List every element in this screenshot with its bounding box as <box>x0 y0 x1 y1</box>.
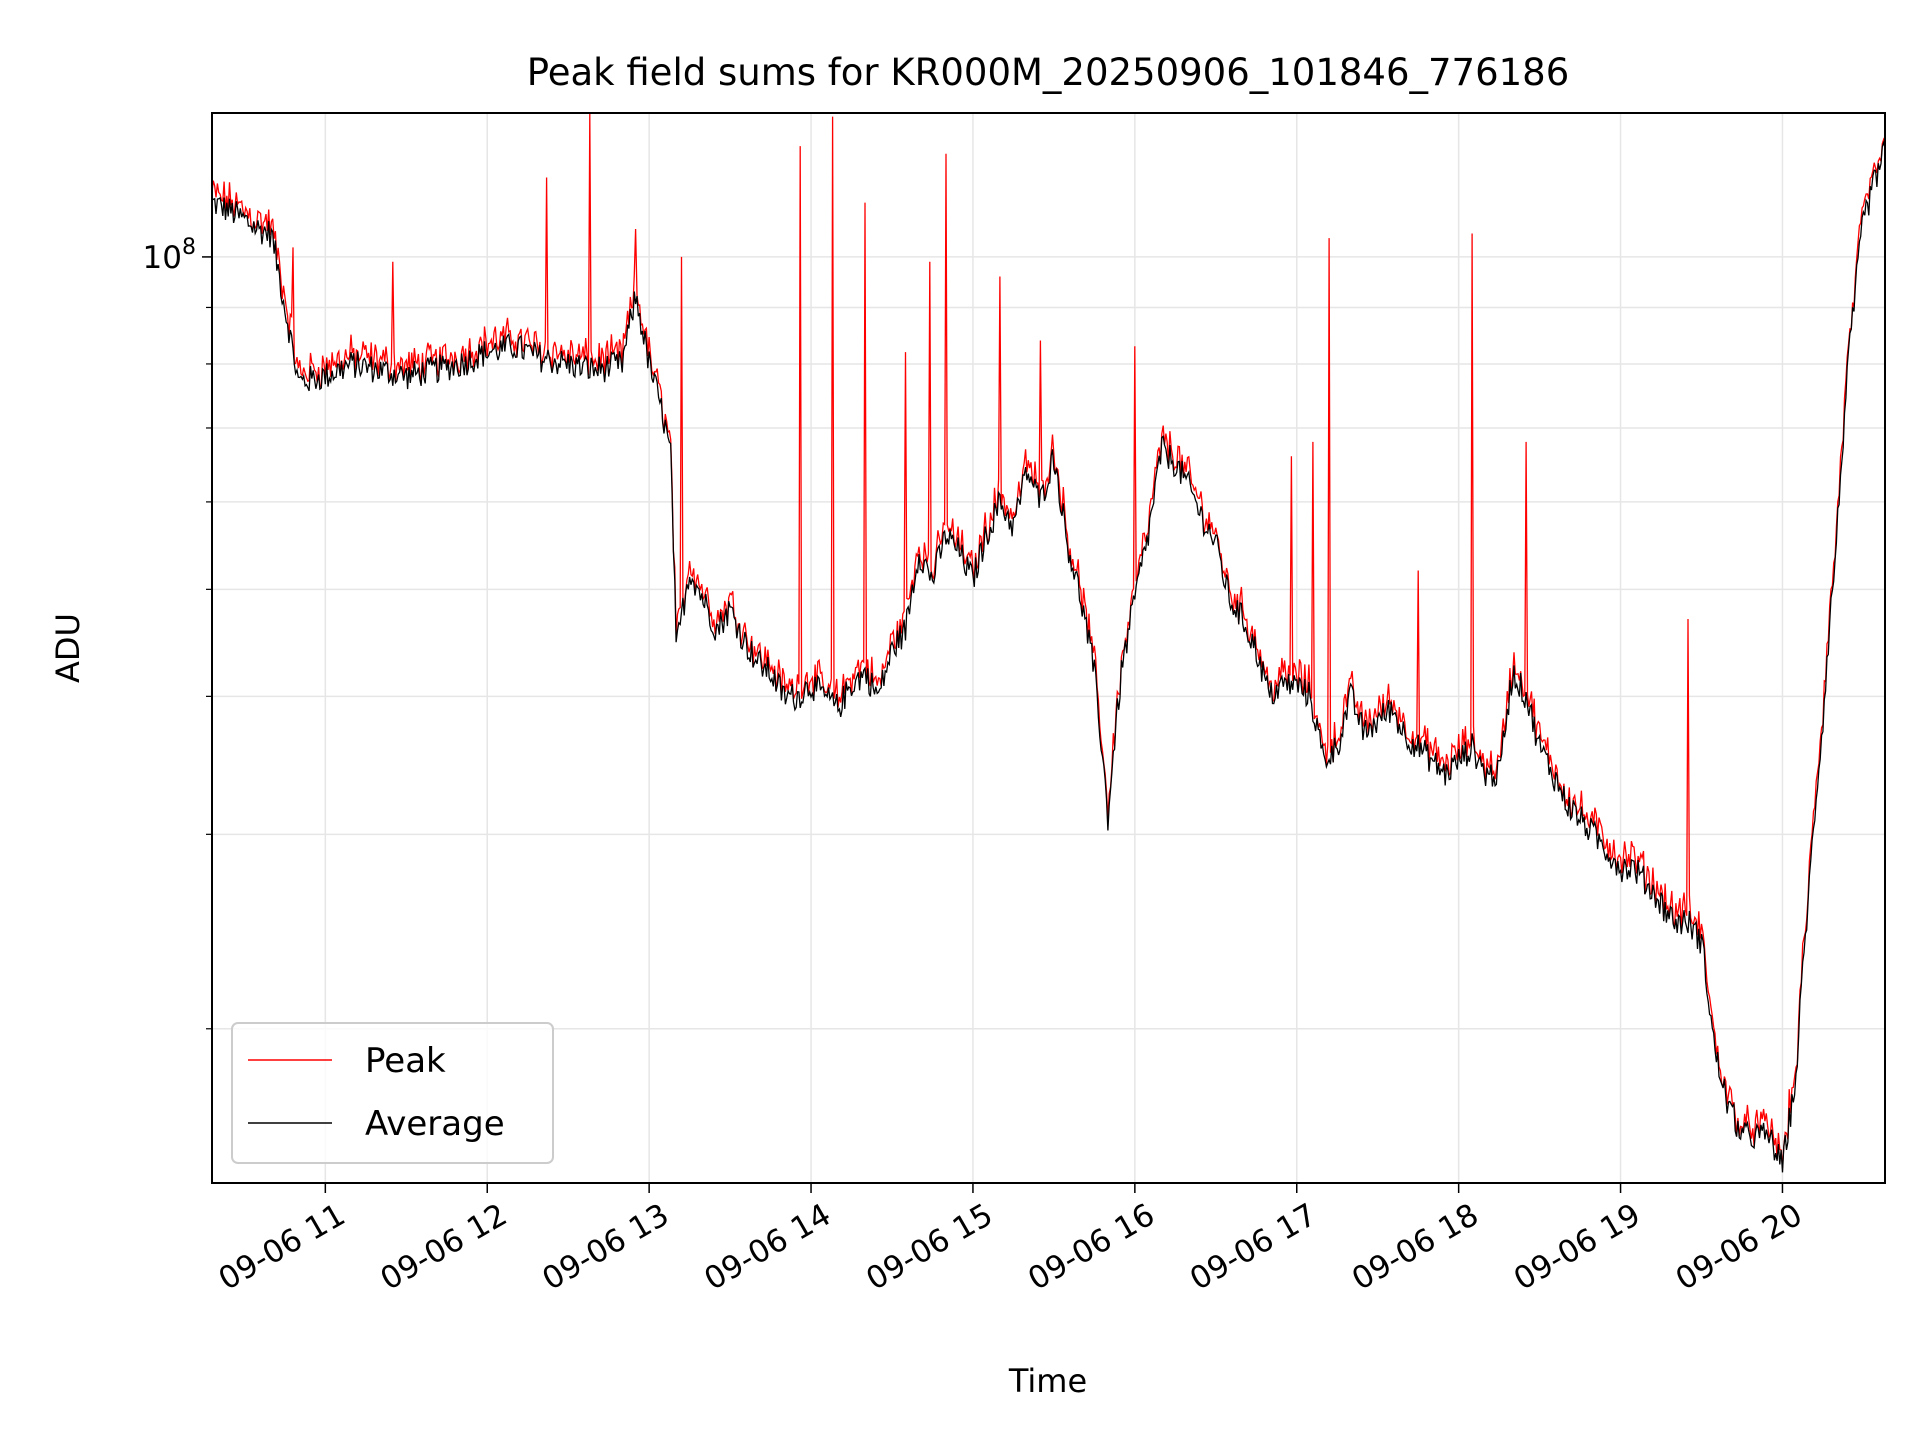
series-layer <box>212 113 1885 1173</box>
chart-title: Peak field sums for KR000M_20250906_1018… <box>527 51 1570 94</box>
legend-box <box>231 1022 554 1164</box>
grid <box>212 113 1885 1183</box>
legend: Peak Average <box>231 1022 554 1164</box>
y-axis-label: ADU <box>49 613 87 683</box>
y-tick-label: 108 <box>143 235 196 276</box>
y-tick-label-exponent: 8 <box>182 235 196 260</box>
plot-frame <box>211 112 1886 1184</box>
x-axis-label: Time <box>1008 1362 1087 1400</box>
legend-label-peak: Peak <box>365 1041 446 1081</box>
y-tick-label-base: 10 <box>143 240 182 276</box>
series-average-line <box>212 140 1885 1173</box>
legend-label-average: Average <box>365 1104 505 1144</box>
